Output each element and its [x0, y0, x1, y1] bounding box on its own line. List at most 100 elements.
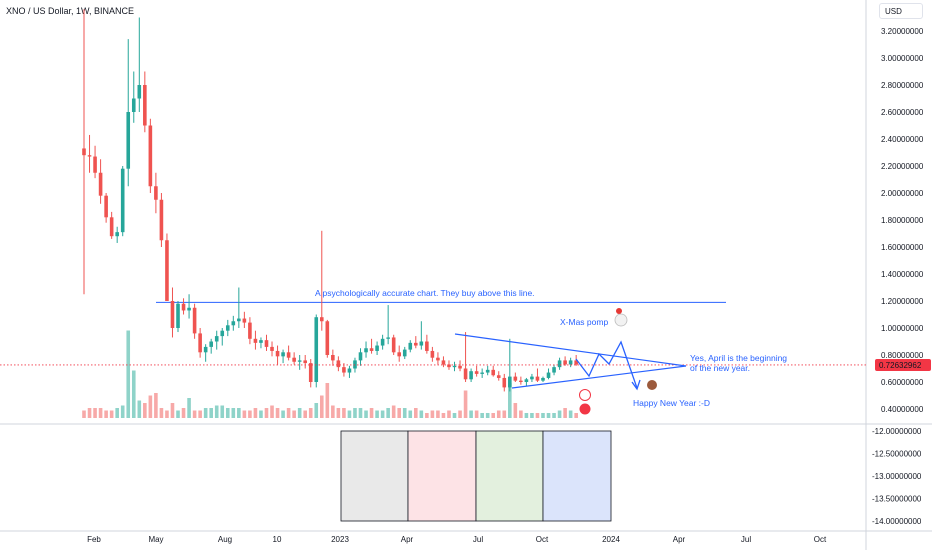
candle-body [319, 317, 324, 322]
price-tick-label: 2.20000000 [881, 162, 924, 171]
time-tick-label: Aug [218, 535, 232, 544]
candle-body [364, 348, 368, 353]
triangle-upper-line[interactable] [454, 333, 687, 367]
projection-path[interactable] [575, 340, 638, 389]
candle-body [115, 232, 119, 237]
currency-selector[interactable]: USD [879, 3, 923, 19]
volume-bar [148, 395, 153, 418]
volume-bar [104, 410, 108, 418]
volume-bar [187, 398, 191, 418]
volume-bar [513, 403, 518, 418]
candle-body [281, 352, 285, 357]
triangle-lower-line[interactable] [511, 365, 687, 389]
time-tick-label: 2023 [331, 535, 349, 544]
price-tick-label: 0.40000000 [881, 405, 924, 414]
volume-bar [203, 408, 208, 418]
price-tick-label: 2.80000000 [881, 81, 924, 90]
volume-bar [303, 410, 307, 418]
candle-body [143, 85, 147, 126]
volume-bar [574, 413, 578, 418]
volume-bar [463, 390, 468, 418]
candle-body [297, 360, 302, 362]
candle-body [375, 345, 379, 351]
volume-bar [530, 413, 534, 418]
volume-bar [391, 405, 396, 418]
volume-bar [192, 410, 197, 418]
volume-bar [524, 413, 529, 418]
volume-bar [115, 408, 119, 418]
volume-bar [131, 370, 136, 418]
candle-body [458, 365, 462, 369]
candle-body [519, 380, 523, 382]
volume-bar [402, 408, 407, 418]
annotation-april-text-1: Yes, April is the beginning [690, 353, 787, 363]
volume-bar [336, 408, 341, 418]
volume-bar [397, 408, 402, 418]
volume-bar [485, 413, 490, 418]
volume-bar [546, 413, 551, 418]
volume-bar [165, 410, 169, 418]
candle-body [104, 195, 108, 218]
volume-bar [353, 408, 357, 418]
volume-bar [557, 410, 562, 418]
volume-bar [447, 410, 451, 418]
price-tick-label: 2.00000000 [881, 189, 924, 198]
volume-bar [214, 405, 219, 418]
volume-bar [159, 408, 164, 418]
candle-body [209, 341, 213, 347]
candle-body [159, 199, 164, 241]
volume-bar [237, 408, 241, 418]
candle-body [181, 303, 186, 311]
candle-body [419, 341, 424, 346]
volume-bar [430, 410, 435, 418]
volume-bar [143, 403, 147, 418]
volume-bar [342, 408, 346, 418]
candle-body [397, 352, 402, 357]
price-tick-label: 0.60000000 [881, 378, 924, 387]
volume-bar [496, 410, 501, 418]
indicator-tick-label: -14.00000000 [872, 517, 922, 526]
volume-bar [137, 400, 142, 418]
candle-body [325, 321, 330, 355]
candle-body [513, 376, 518, 381]
candle-body [259, 340, 263, 343]
volume-bar [170, 403, 175, 418]
candle-body [391, 337, 396, 353]
volume-bar [425, 413, 429, 418]
candle-body [225, 325, 230, 331]
volume-bar [414, 408, 418, 418]
volume-bar [109, 410, 114, 418]
volume-bar [281, 410, 285, 418]
event-flash-icon[interactable] [579, 389, 591, 401]
last-price-label: 0.72632962 [879, 361, 922, 370]
candle-body [126, 112, 131, 169]
volume-bar [331, 405, 335, 418]
candle-body [248, 322, 252, 339]
volume-bar [441, 413, 446, 418]
volume-bar [275, 408, 280, 418]
volume-bar [264, 408, 269, 418]
candle-body [231, 321, 236, 326]
volume-bar [87, 408, 92, 418]
candle-body [353, 360, 357, 369]
candle-body [568, 360, 573, 365]
volume-bar [98, 408, 103, 418]
volume-bar [181, 408, 186, 418]
volume-bar [519, 410, 523, 418]
candle-body [331, 355, 335, 361]
time-tick-label: Jul [473, 535, 483, 544]
volume-bar [270, 405, 274, 418]
candle-body [342, 367, 346, 373]
candle-body [408, 342, 413, 350]
candle-body [170, 301, 175, 328]
candle-body [491, 369, 496, 376]
volume-bar [480, 413, 484, 418]
volume-bar [126, 330, 131, 418]
candle-body [480, 372, 484, 374]
volume-bar [198, 410, 202, 418]
event-flag-icon[interactable] [579, 403, 591, 415]
indicator-band [340, 430, 409, 522]
time-tick-label: 10 [273, 535, 282, 544]
candle-body [386, 337, 390, 339]
